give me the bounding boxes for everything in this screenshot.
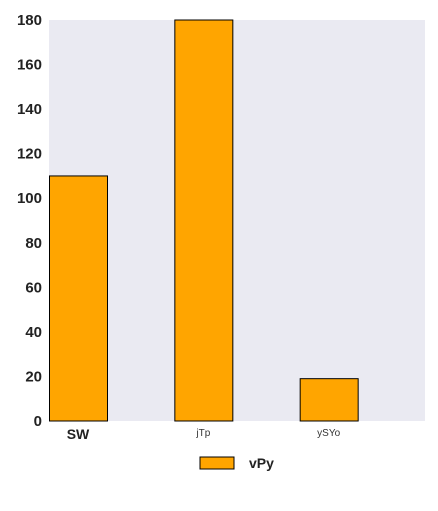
y-tick-label-40: 40 [25, 324, 42, 341]
y-tick-label-60: 60 [25, 279, 42, 296]
plot-area [49, 20, 425, 421]
bar-sw [49, 175, 108, 422]
y-tick-label-80: 80 [25, 235, 42, 252]
y-tick-label-0: 0 [34, 413, 42, 430]
legend-label-vpy: vPy [249, 455, 274, 471]
y-tick-label-180: 180 [17, 12, 42, 29]
bar-ysyo [299, 378, 359, 422]
bars-group [49, 19, 359, 422]
x-tick-label-sw: SW [67, 426, 90, 442]
y-tick-label-140: 140 [17, 101, 42, 118]
y-axis-ticks: 0 20 40 60 80 100 120 140 160 180 [17, 12, 42, 430]
legend: vPy [199, 455, 274, 471]
y-tick-label-160: 160 [17, 57, 42, 74]
x-tick-label-jtp: jTp [195, 428, 210, 439]
bar-jtp [174, 19, 234, 422]
legend-swatch-vpy [199, 456, 235, 470]
y-tick-label-120: 120 [17, 146, 42, 163]
x-axis-ticks: SW jTp ySYo [67, 426, 341, 442]
y-tick-label-100: 100 [17, 190, 42, 207]
y-tick-label-20: 20 [25, 368, 42, 385]
x-tick-label-ysyo: ySYo [317, 428, 340, 439]
